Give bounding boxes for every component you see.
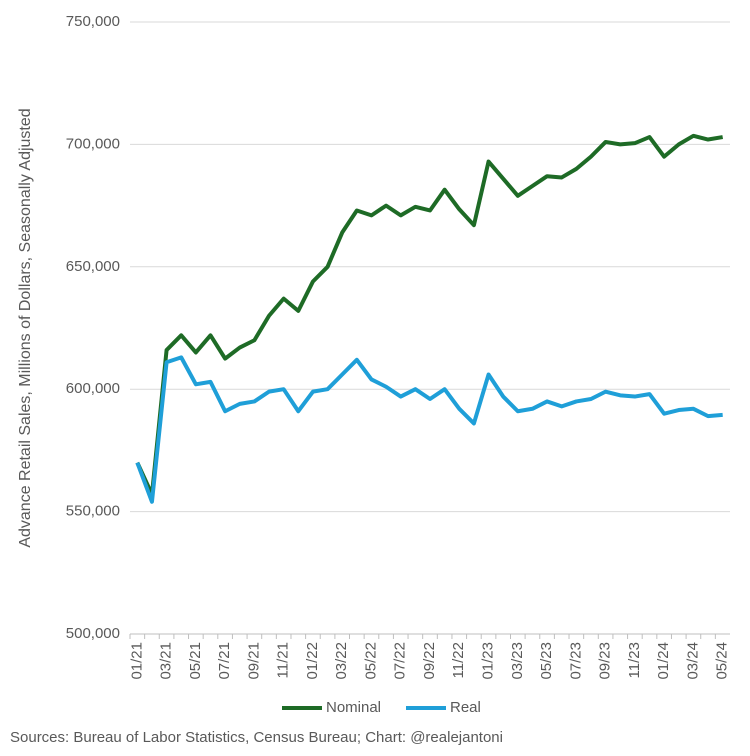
x-tick-label: 09/21 — [245, 642, 262, 680]
x-tick-label: 09/23 — [597, 642, 614, 680]
y-tick-label: 500,000 — [66, 625, 120, 642]
x-tick-label: 09/22 — [421, 642, 438, 680]
y-tick-label: 750,000 — [66, 13, 120, 30]
x-tick-label: 03/23 — [509, 642, 526, 680]
x-tick-label: 05/21 — [187, 642, 204, 680]
y-axis-title: Advance Retail Sales, Millions of Dollar… — [17, 108, 34, 547]
x-tick-label: 03/21 — [158, 642, 175, 680]
x-tick-label: 03/22 — [333, 642, 350, 680]
x-tick-label: 01/21 — [128, 642, 145, 680]
source-note: Sources: Bureau of Labor Statistics, Cen… — [10, 729, 503, 746]
y-tick-label: 650,000 — [66, 258, 120, 275]
x-tick-label: 05/22 — [362, 642, 379, 680]
x-tick-label: 03/24 — [684, 642, 701, 680]
legend-label: Nominal — [326, 699, 381, 716]
y-tick-label: 550,000 — [66, 503, 120, 520]
x-tick-label: 05/23 — [538, 642, 555, 680]
x-tick-label: 07/22 — [392, 642, 409, 680]
y-tick-label: 600,000 — [66, 380, 120, 397]
x-tick-label: 11/21 — [275, 642, 292, 678]
x-tick-label: 11/22 — [450, 642, 467, 678]
x-tick-label: 07/23 — [567, 642, 584, 680]
legend-label: Real — [450, 699, 481, 716]
line-series — [135, 355, 723, 504]
y-tick-label: 700,000 — [66, 135, 120, 152]
x-tick-label: 01/24 — [655, 642, 672, 680]
x-tick-label: 01/23 — [480, 642, 497, 680]
x-tick-label: 01/22 — [304, 642, 321, 680]
line-series — [135, 133, 724, 497]
x-tick-label: 11/23 — [626, 642, 643, 678]
x-tick-label: 07/21 — [216, 642, 233, 680]
x-tick-label: 05/24 — [714, 642, 731, 680]
